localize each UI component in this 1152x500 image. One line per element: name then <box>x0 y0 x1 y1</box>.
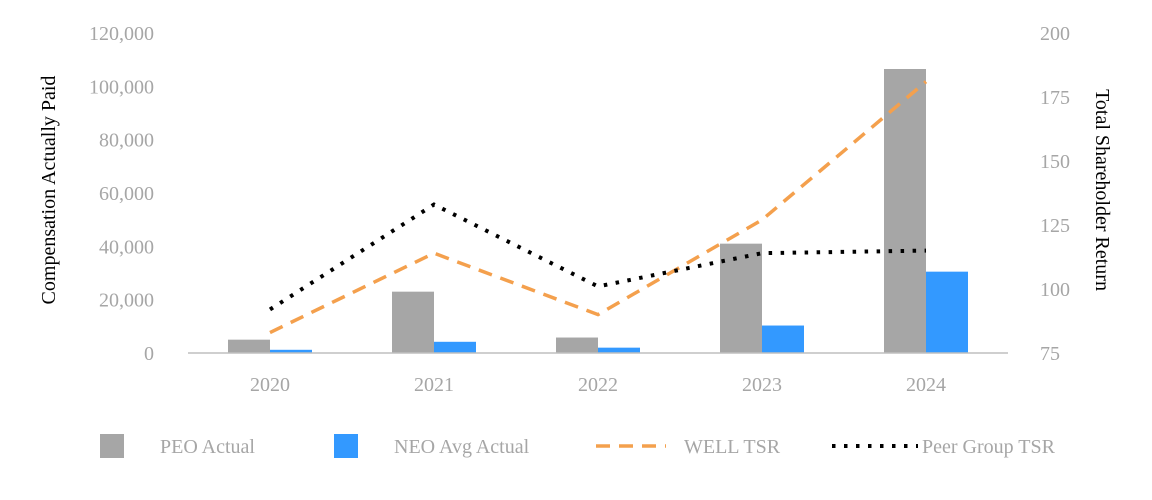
bar-peo-actual-2024 <box>884 69 926 353</box>
x-tick-label: 2023 <box>742 374 782 396</box>
y-left-tick-label: 60,000 <box>99 183 154 205</box>
y-left-tick-label: 40,000 <box>99 236 154 258</box>
y-right-tick-label: 150 <box>1040 151 1070 173</box>
legend-item-peo-actual: PEO Actual <box>100 434 255 458</box>
y-left-tick-label: 120,000 <box>89 23 154 45</box>
y-left-tick-label: 100,000 <box>89 76 154 98</box>
bar-neo-avg-actual-2024 <box>926 271 968 353</box>
legend-swatch-peo-actual <box>100 434 124 458</box>
legend-label-peer-group-tsr: Peer Group TSR <box>922 436 1056 458</box>
line-peer-group-tsr <box>268 202 927 312</box>
x-axis: 2020 2021 2022 2023 2024 <box>250 374 946 396</box>
y-axis-left-title: Compensation Actually Paid <box>38 76 60 305</box>
lines-layer <box>268 80 928 335</box>
y-right-tick-label: 100 <box>1040 279 1070 301</box>
bar-peo-actual-2021 <box>392 291 434 353</box>
legend-label-well-tsr: WELL TSR <box>684 436 781 458</box>
y-left-tick-label: 0 <box>144 343 154 365</box>
y-axis-right-title: Total Shareholder Return <box>1091 89 1113 291</box>
bar-neo-avg-actual-2023 <box>762 325 804 353</box>
x-tick-label: 2021 <box>414 374 454 396</box>
y-right-tick-label: 75 <box>1040 343 1060 365</box>
bar-neo-avg-actual-2020 <box>270 349 312 353</box>
legend: PEO Actual NEO Avg Actual WELL TSR Peer Gro… <box>100 434 1056 458</box>
line-well-tsr <box>269 80 928 335</box>
y-left-tick-label: 20,000 <box>99 290 154 312</box>
bar-neo-avg-actual-2021 <box>434 341 476 353</box>
y-right-tick-label: 125 <box>1040 215 1070 237</box>
legend-item-neo-avg-actual: NEO Avg Actual <box>334 434 530 458</box>
bar-peo-actual-2023 <box>720 243 762 353</box>
y-right-tick-label: 200 <box>1040 23 1070 45</box>
y-axis-left: 0 20,000 40,000 60,000 80,000 100,000 120,000 <box>89 23 154 365</box>
y-left-tick-label: 80,000 <box>99 130 154 152</box>
bar-peo-actual-2022 <box>556 337 598 353</box>
legend-item-well-tsr: WELL TSR <box>596 436 781 458</box>
x-tick-label: 2022 <box>578 374 618 396</box>
y-right-tick-label: 175 <box>1040 87 1070 109</box>
bar-neo-avg-actual-2022 <box>598 347 640 353</box>
legend-swatch-neo-avg-actual <box>334 434 358 458</box>
bar-peo-actual-2020 <box>228 339 270 353</box>
x-tick-label: 2020 <box>250 374 290 396</box>
y-axis-right: 75 100 125 150 175 200 <box>1040 23 1070 365</box>
legend-label-peo-actual: PEO Actual <box>160 436 255 458</box>
legend-label-neo-avg-actual: NEO Avg Actual <box>394 436 530 458</box>
legend-item-peer-group-tsr: Peer Group TSR <box>832 436 1056 458</box>
bars-layer <box>228 69 968 353</box>
x-tick-label: 2024 <box>906 374 946 396</box>
